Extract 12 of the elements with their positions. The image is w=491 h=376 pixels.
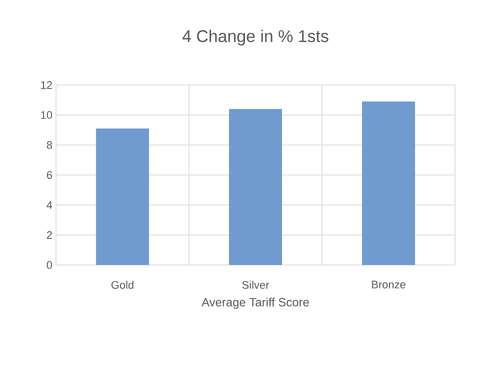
y-tick-label: 8 [46, 141, 52, 149]
x-axis-title: Average Tariff Score [202, 298, 309, 309]
x-tick-label: Silver [242, 280, 270, 289]
y-tick-label: 0 [46, 261, 52, 269]
y-tick-label: 4 [46, 201, 52, 209]
x-tick-label: Bronze [372, 280, 406, 288]
chart-title: 4 Change in % 1sts [182, 30, 328, 46]
y-tick-label: 2 [46, 231, 52, 239]
y-tick-label: 10 [41, 111, 52, 119]
y-tick-label: 6 [46, 171, 52, 179]
y-tick-label: 12 [41, 81, 52, 89]
x-tick-label: Gold [111, 280, 134, 289]
